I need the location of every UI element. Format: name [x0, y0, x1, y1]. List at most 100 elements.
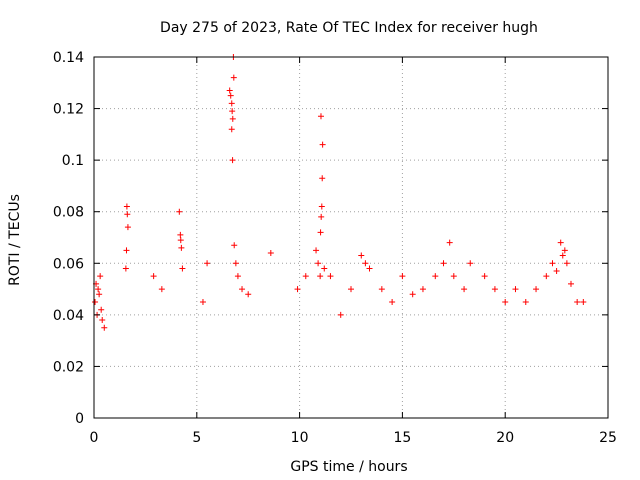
data-point [366, 265, 373, 272]
data-point [230, 74, 237, 81]
data-point [158, 286, 165, 293]
data-point [512, 286, 519, 293]
y-tick-label: 0 [75, 411, 84, 427]
y-tick-label: 0.14 [53, 50, 84, 66]
data-point [229, 115, 236, 122]
data-point [450, 273, 457, 280]
data-point [337, 311, 344, 318]
data-point [358, 252, 365, 259]
data-point [348, 286, 354, 293]
data-point [302, 273, 309, 280]
data-point [123, 203, 130, 210]
y-axis-label: ROTI / TECUs [7, 194, 23, 286]
data-point [461, 286, 468, 293]
data-point [563, 260, 570, 267]
x-tick-label: 15 [393, 430, 411, 446]
data-point [234, 273, 241, 280]
data-point [315, 260, 322, 267]
data-point [440, 260, 447, 267]
data-point [313, 247, 320, 254]
data-point [177, 237, 184, 244]
data-point [491, 286, 498, 293]
data-point [378, 286, 385, 293]
data-point [199, 298, 206, 305]
y-tick-label: 0.02 [53, 359, 84, 375]
y-tick-label: 0.1 [62, 153, 84, 169]
data-point [176, 208, 183, 215]
data-point [432, 273, 439, 280]
data-point [97, 273, 104, 280]
x-tick-label: 10 [291, 430, 309, 446]
data-point [362, 260, 369, 267]
x-tick-label: 25 [599, 430, 617, 446]
data-point [99, 317, 106, 324]
x-tick-label: 0 [90, 430, 99, 446]
grid-lines [94, 57, 608, 418]
y-tick-label: 0.06 [53, 256, 84, 272]
data-point [122, 265, 129, 272]
data-point [227, 92, 234, 99]
data-point [267, 249, 274, 256]
data-point [98, 306, 105, 313]
data-point [228, 100, 235, 107]
data-point [101, 324, 108, 331]
x-axis-label: GPS time / hours [290, 459, 407, 475]
data-point [533, 286, 540, 293]
data-point [481, 273, 488, 280]
y-tick-label: 0.12 [53, 102, 84, 118]
data-point [239, 286, 246, 293]
data-point [318, 203, 325, 210]
data-point [228, 126, 235, 133]
data-point [95, 286, 102, 293]
data-point [229, 108, 236, 115]
x-tick-label: 20 [496, 430, 514, 446]
data-point [567, 280, 574, 287]
data-point [319, 175, 326, 182]
data-point [549, 260, 556, 267]
data-point [177, 231, 184, 238]
data-point [467, 260, 474, 267]
data-point [321, 265, 328, 272]
chart-title: Day 275 of 2023, Rate Of TEC Index for r… [160, 20, 538, 36]
data-point [317, 113, 324, 120]
data-point [409, 291, 416, 298]
data-point [389, 298, 396, 305]
data-point [557, 239, 564, 246]
data-point [561, 247, 568, 254]
data-point [123, 247, 130, 254]
data-point [294, 286, 301, 293]
data-point [150, 273, 157, 280]
data-point [179, 265, 186, 272]
data-point [553, 268, 560, 275]
data-point [226, 87, 233, 94]
data-point [178, 244, 185, 251]
axis-ticks [93, 56, 609, 419]
y-tick-label: 0.04 [53, 308, 84, 324]
data-point [229, 157, 236, 164]
data-point [231, 242, 238, 249]
data-point [96, 291, 103, 298]
data-point [543, 273, 550, 280]
data-point [245, 291, 252, 298]
data-point [319, 141, 326, 148]
data-point [419, 286, 426, 293]
data-point [399, 273, 406, 280]
data-point [317, 229, 324, 236]
data-point [446, 239, 453, 246]
data-point [327, 273, 334, 280]
data-point [232, 260, 239, 267]
plot-frame [93, 56, 609, 419]
data-point [124, 211, 131, 218]
tick-labels: 0 5 10 15 20 25 0 0.02 0.04 0.06 0.08 0.1 0.12 0.14 [53, 50, 617, 446]
data-point [317, 273, 324, 280]
x-tick-label: 5 [192, 430, 201, 446]
y-tick-label: 0.08 [53, 205, 84, 221]
data-point [124, 224, 131, 231]
data-point [92, 298, 99, 305]
data-point [559, 252, 566, 259]
data-point [318, 213, 325, 220]
data-point [574, 298, 581, 305]
data-point [502, 298, 509, 305]
